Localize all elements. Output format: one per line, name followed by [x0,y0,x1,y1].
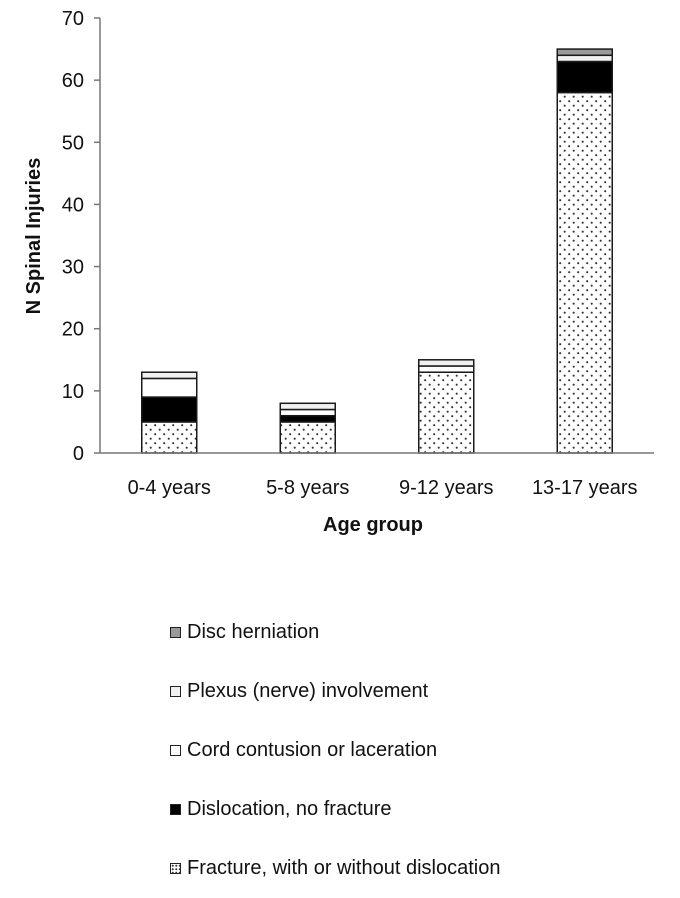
x-tick-label: 0-4 years [128,477,211,499]
y-tick-label: 70 [62,8,84,30]
y-tick-label: 60 [62,70,84,92]
legend-swatch [170,686,181,697]
legend-item: Disc herniation [170,603,650,662]
legend-label: Disc herniation [187,621,320,643]
y-tick-label: 10 [62,381,84,403]
bar-segment [141,421,198,454]
stacked-bar-chart: 0 10 20 30 40 50 60 70 0-4 years 5-8 years 9-12 y… [23,8,654,536]
legend-item: Cord contusion or laceration [170,721,650,780]
legend-swatch [170,863,181,874]
legend-item: Plexus (nerve) involvement [170,662,650,721]
x-axis-title: Age group [323,514,423,536]
legend-swatch [170,745,181,756]
legend-label: Dislocation, no fracture [187,798,392,820]
legend-label: Cord contusion or laceration [187,739,438,761]
bar-segment [556,91,613,454]
bar-segment [418,371,475,454]
x-axis-tick-labels: 0-4 years 5-8 years 9-12 years 13-17 years [128,477,638,499]
y-tick-label: 50 [62,132,84,154]
legend-item: Fracture, with or without dislocation [170,839,650,898]
x-tick-label: 13-17 years [532,477,638,499]
y-axis-ticks: 0 10 20 30 40 50 60 70 [62,8,100,465]
y-tick-label: 0 [73,443,84,465]
y-axis-title: N Spinal Injuries [23,158,45,315]
y-tick-label: 40 [62,194,84,216]
legend-swatch [170,627,181,638]
bar-segment [279,421,336,454]
bar-segment [556,54,613,63]
bar-segment [418,365,475,373]
legend-item: Dislocation, no fracture [170,780,650,839]
bar-segment [279,414,336,423]
y-tick-label: 30 [62,257,84,279]
bar-segment [418,359,475,367]
legend-label: Fracture, with or without dislocation [187,857,501,879]
x-tick-label: 9-12 years [399,477,494,499]
chart-legend: Disc herniation Plexus (nerve) involvemen… [170,603,650,898]
bar-segment [141,377,198,398]
bar-segment [141,396,198,423]
y-tick-label: 20 [62,319,84,341]
legend-swatch [170,804,181,815]
bar-segment [141,371,198,380]
bar-segment [279,408,336,417]
bars [141,48,613,454]
legend-label: Plexus (nerve) involvement [187,680,429,702]
bar-segment [556,48,613,57]
x-tick-label: 5-8 years [266,477,349,499]
bar-segment [279,402,336,411]
bar-segment [556,60,613,94]
